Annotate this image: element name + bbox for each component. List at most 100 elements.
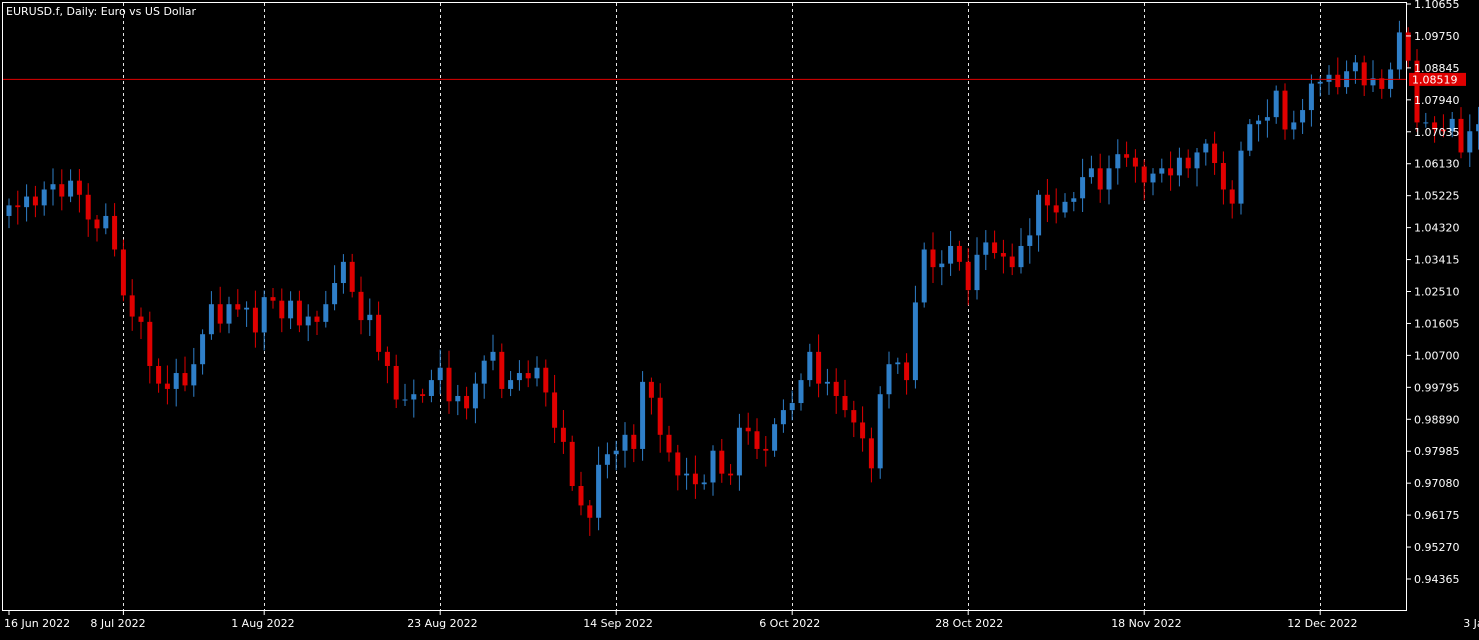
x-tick-label: 12 Dec 2022 — [1287, 617, 1357, 630]
candle-body — [288, 301, 293, 319]
candle-body — [975, 255, 980, 290]
candle-body — [1054, 205, 1059, 212]
candle-body — [1309, 84, 1314, 110]
candle-body — [1177, 158, 1182, 176]
candle — [763, 436, 768, 467]
candle-body — [68, 181, 73, 197]
candle — [411, 380, 416, 418]
candle-body — [1195, 152, 1200, 168]
candle — [455, 385, 460, 415]
candle-body — [1283, 91, 1288, 130]
candle-body — [447, 368, 452, 402]
candle — [878, 386, 883, 479]
candle — [218, 287, 223, 333]
candle-body — [623, 435, 628, 451]
candle-body — [279, 301, 284, 319]
candle — [1036, 190, 1041, 252]
candle-body — [218, 304, 223, 323]
candle-body — [1019, 246, 1024, 267]
candle — [1291, 111, 1296, 140]
candle-body — [1265, 117, 1270, 121]
candle — [975, 237, 980, 299]
candle-body — [737, 428, 742, 476]
candle — [130, 279, 135, 331]
candle-body — [807, 352, 812, 380]
candle — [156, 358, 161, 392]
candle — [121, 240, 126, 302]
candle — [42, 181, 47, 215]
candle — [1098, 154, 1103, 203]
candle-body — [1010, 257, 1015, 268]
candle — [1388, 63, 1393, 98]
candle — [658, 383, 663, 453]
candle — [394, 355, 399, 408]
candle — [1159, 159, 1164, 183]
candle-body — [359, 292, 364, 320]
candle-body — [596, 465, 601, 518]
y-tick-label: 0.97080 — [1414, 477, 1460, 490]
candle-body — [147, 322, 152, 366]
candle — [1467, 114, 1472, 167]
candle — [605, 442, 610, 478]
candle-body — [367, 315, 372, 320]
candle-body — [895, 362, 900, 364]
candle — [737, 414, 742, 491]
candle — [1274, 86, 1279, 124]
candle — [288, 291, 293, 329]
candle — [68, 169, 73, 202]
candle-body — [799, 380, 804, 403]
candle-body — [552, 392, 557, 427]
candle — [1080, 159, 1085, 212]
candle-body — [983, 242, 988, 254]
candle — [728, 464, 733, 485]
candle — [1071, 192, 1076, 211]
candle-body — [42, 189, 47, 205]
candle — [209, 291, 214, 340]
candle — [227, 297, 232, 333]
candle — [790, 391, 795, 421]
candle-body — [464, 396, 469, 408]
candle-body — [763, 449, 768, 451]
candle — [350, 254, 355, 298]
candle — [983, 230, 988, 270]
candle-body — [1107, 168, 1112, 189]
candle — [1019, 228, 1024, 273]
candle-body — [376, 315, 381, 352]
candle-body — [1027, 235, 1032, 246]
candle-body — [1203, 144, 1208, 153]
candle — [1344, 60, 1349, 93]
candle-body — [482, 361, 487, 384]
candle-layer — [7, 21, 1479, 536]
candle-body — [1335, 75, 1340, 87]
candle-body — [411, 394, 416, 399]
candle — [174, 359, 179, 407]
x-tick-label: 16 Jun 2022 — [4, 617, 70, 630]
candle-body — [1247, 124, 1252, 150]
candle — [147, 312, 152, 384]
candle — [1168, 152, 1173, 191]
candle-body — [209, 304, 214, 334]
x-tick-label: 28 Oct 2022 — [935, 617, 1003, 630]
candle — [1256, 115, 1261, 141]
x-tick-label: 23 Aug 2022 — [407, 617, 477, 630]
candle-body — [1186, 158, 1191, 169]
candle-body — [227, 304, 232, 323]
current-price-label: 1.08519 — [1412, 73, 1458, 86]
candle-body — [684, 474, 689, 476]
candle-body — [1001, 253, 1006, 257]
candle-body — [15, 205, 20, 207]
candle-body — [1142, 167, 1147, 183]
candle — [438, 350, 443, 395]
candle-body — [667, 435, 672, 453]
candle — [623, 422, 628, 467]
candle — [139, 308, 144, 339]
y-tick-label: 1.09750 — [1414, 30, 1460, 43]
candle — [1063, 193, 1068, 217]
candle-body — [966, 262, 971, 290]
candle — [640, 371, 645, 461]
candle — [1001, 240, 1006, 274]
candle-body — [702, 482, 707, 484]
candle — [631, 424, 636, 462]
candle-body — [1406, 32, 1411, 60]
